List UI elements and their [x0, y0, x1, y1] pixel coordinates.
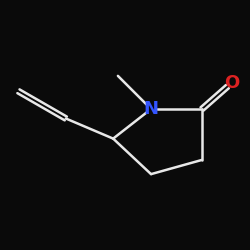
Text: N: N	[144, 100, 158, 118]
Text: O: O	[224, 74, 239, 92]
